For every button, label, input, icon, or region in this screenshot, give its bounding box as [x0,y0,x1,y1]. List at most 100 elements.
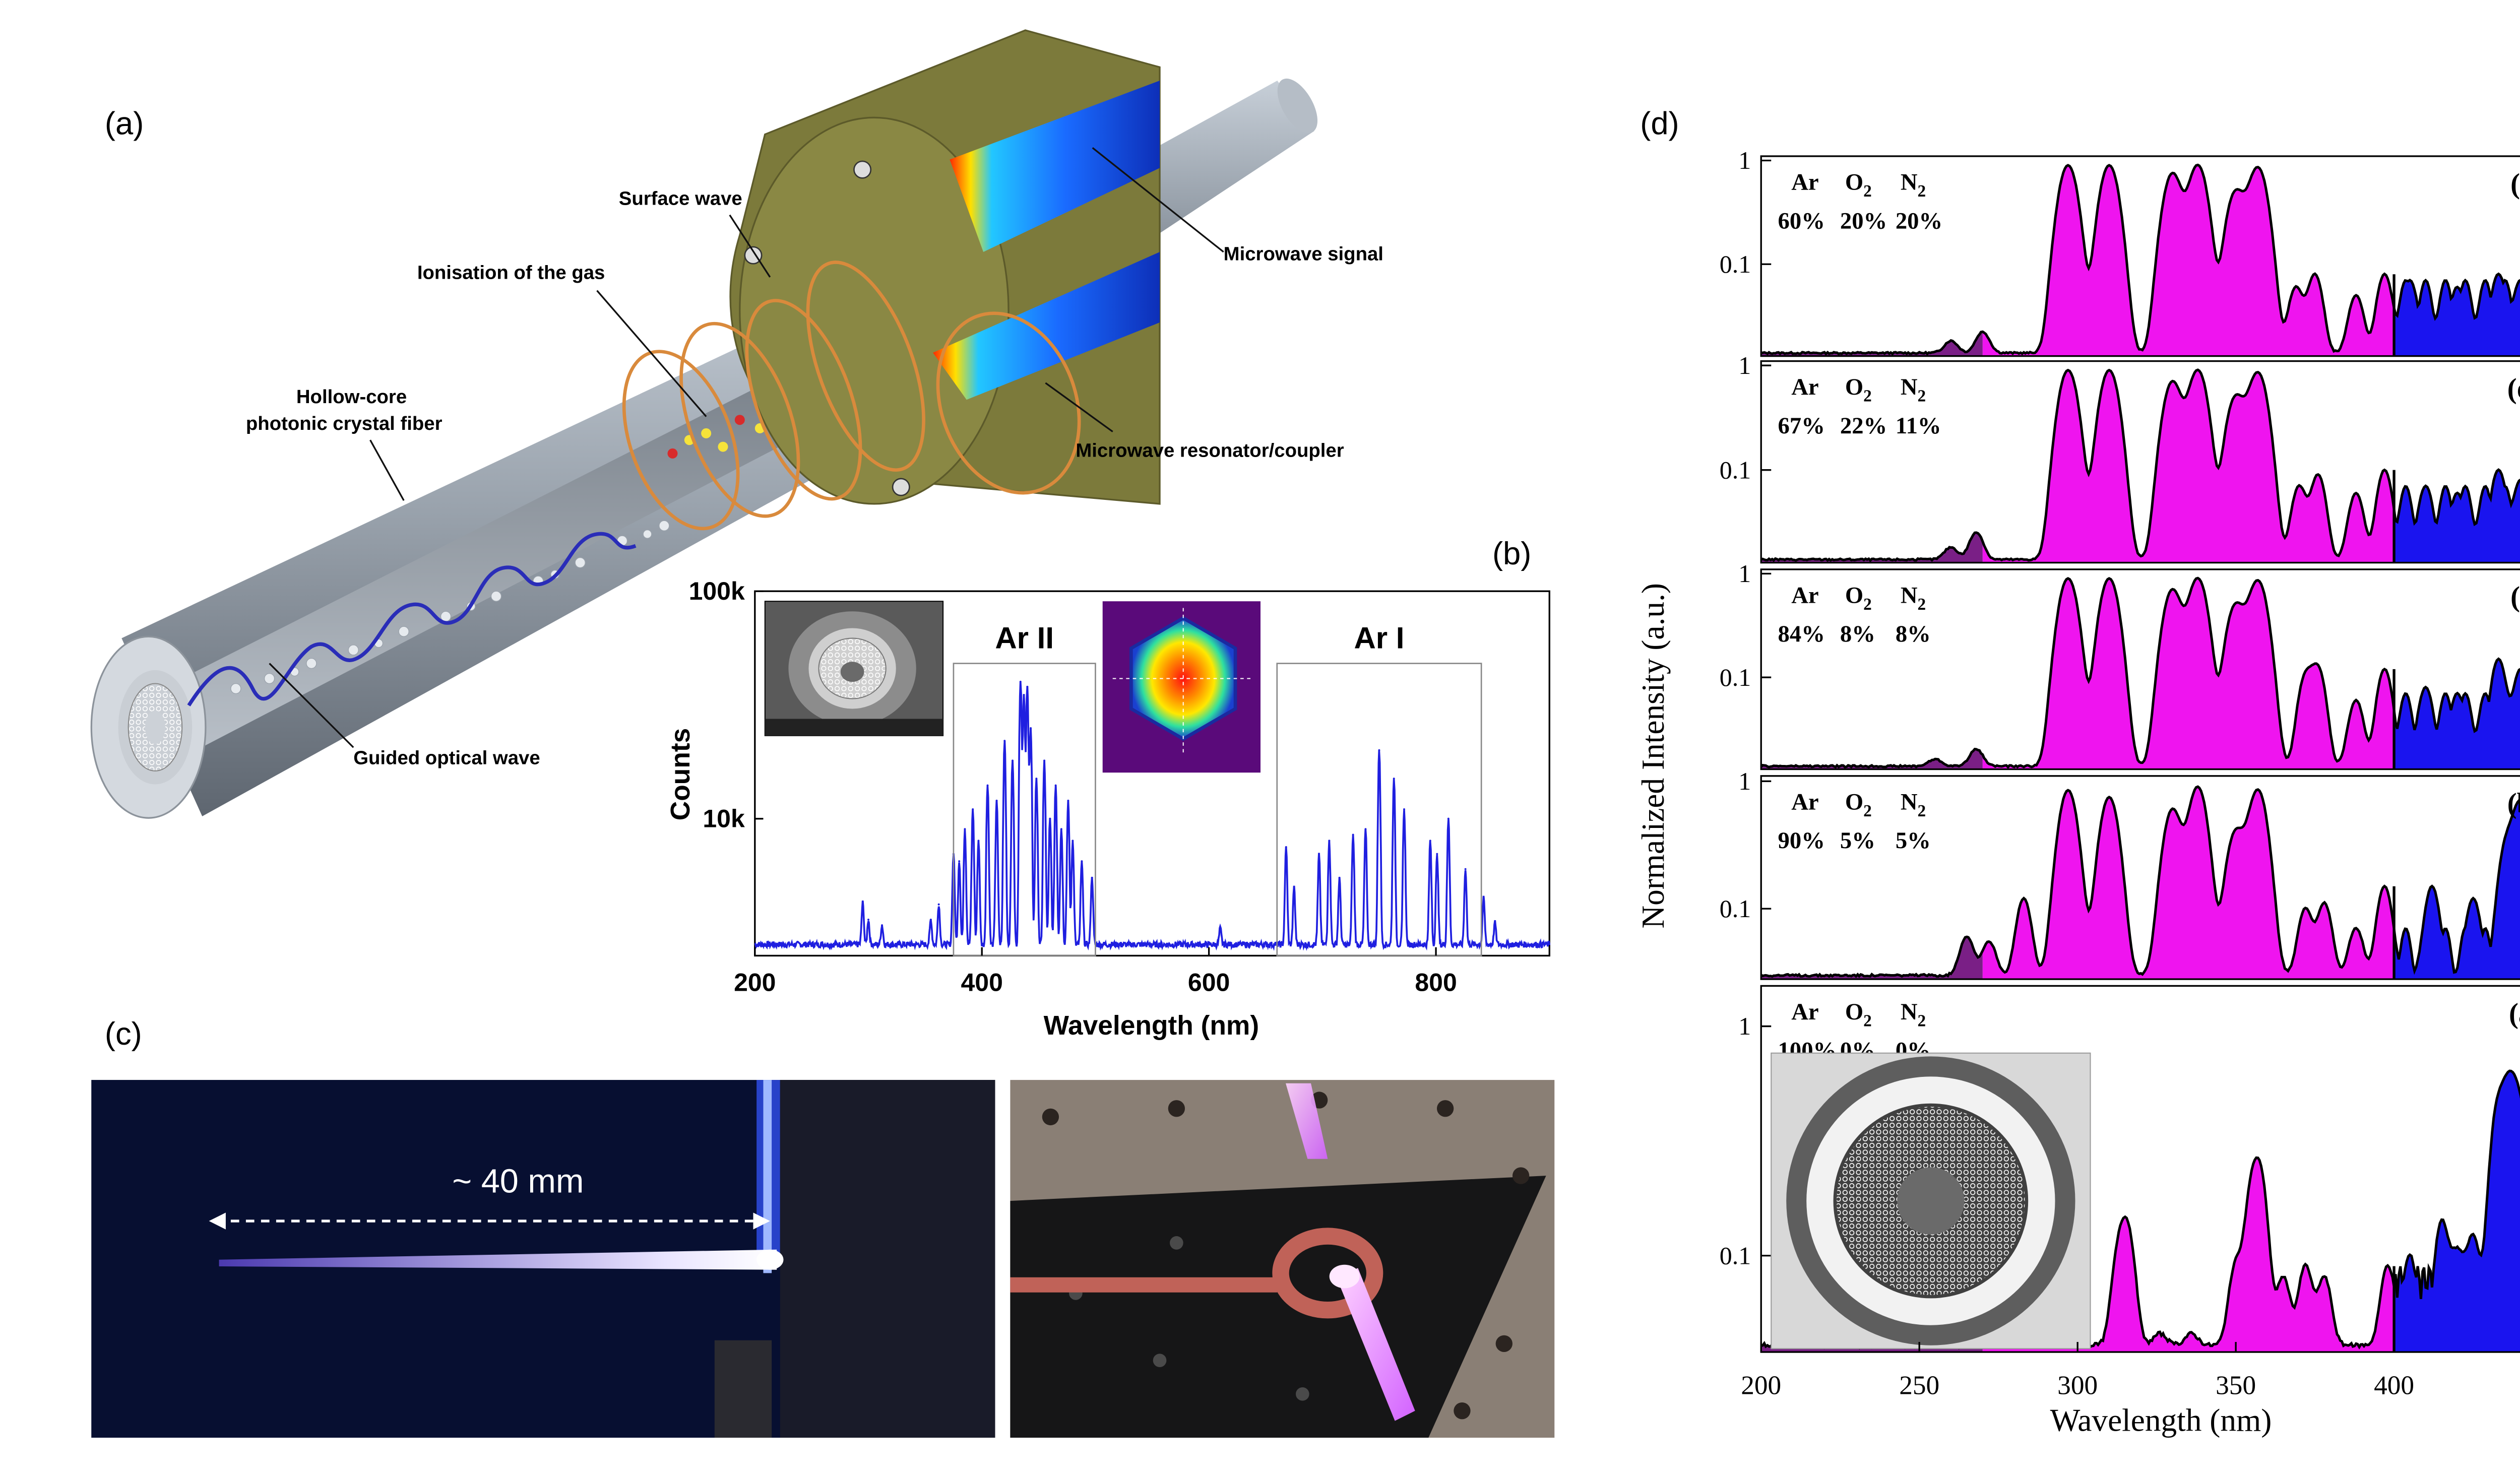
label-fiber-line2: photonic crystal fiber [246,413,443,434]
x-tick-label: 600 [1188,968,1230,996]
spectrum-peak-point [1293,886,1295,888]
spectrum-fill [1761,937,1983,980]
subpanel-label: (b) [2507,788,2520,819]
subpanel-frame [1760,155,2520,357]
spectrum-peak-point [1019,680,1022,683]
spectrum-peak-point [964,828,966,830]
screw-icon [853,160,872,179]
spectrum-peak-point [958,860,961,863]
spectrum-line [1760,163,2520,356]
subpanel-frame [1760,985,2520,1353]
gas-percent: 20% [1896,208,1942,234]
subpanel-label: (c) [2510,582,2520,613]
leader-line [269,663,354,748]
spectrum-fill [1761,749,1983,769]
chart-b-xlabel: Wavelength (nm) [1044,1011,1259,1041]
subpanel-label: (a) [2509,998,2520,1030]
y-tick-label: 0.1 [1720,663,1751,691]
gas-name: O2 [1845,583,1872,614]
gas-percent: 20% [1840,208,1887,234]
x-tick-label: 250 [1899,1370,1939,1400]
chart-d-xlabel: Wavelength (nm) [2050,1403,2272,1438]
spectrum-peak-point [1003,740,1006,742]
chart-b-ticks: 200 400 600 800 10k 100k [689,577,1457,997]
spectrum-peak-point [1352,833,1354,836]
gas-percent: 5% [1896,827,1931,854]
gas-name: O2 [1845,999,1872,1030]
photo-right [1010,1080,1555,1438]
gas-name: N2 [1901,999,1926,1030]
fiber-schematic: Surface wave Ionisation of the gas Hollo… [90,29,1383,819]
spectrum-peak-point [1338,876,1341,879]
gas-name: Ar [1791,374,1818,400]
spectrum-peak-point [1054,784,1057,787]
gas-name: Ar [1791,789,1818,815]
x-tick-label: 300 [2057,1370,2098,1400]
spectrum-peak-point [1049,817,1051,820]
arrow-head-right-icon [753,1212,770,1230]
gas-name: Ar [1791,999,1818,1025]
spectrum-peak-point [986,784,989,787]
spectrum-peak-point [1436,853,1438,855]
leader-line [369,439,405,501]
gas-percent: 5% [1840,827,1875,854]
chart-b-ylabel: Counts [666,728,696,821]
spectrum-peak-point [1219,927,1222,930]
spectrum-line [1760,368,2520,562]
spectrum-peak-point [1072,840,1074,842]
spectrum-peak-point [1023,694,1025,696]
screw-icon [892,478,910,496]
label-guided-wave: Guided optical wave [353,747,540,768]
photo-left: ~ 40 mm [91,1080,995,1438]
y-tick-label: 0.1 [1720,250,1751,278]
y-tick-label: 100k [689,577,745,605]
chart-d: 1 0.1 (e) Ar O2 N2 60% 20% 20% 1 0.1 (d) Ar O2 N2 67% 22… [1635,146,2520,1438]
subpanel-label: (e) [2510,168,2520,200]
gas-name: Ar [1791,169,1818,196]
region-box [1276,663,1482,956]
y-tick-label: 0.1 [1720,1241,1751,1269]
surface-wave [622,261,1081,531]
panel-label-a: (a) [105,106,144,142]
x-tick-label: 400 [961,968,1003,996]
gas-percent: 60% [1778,208,1825,234]
region-label: Ar II [995,621,1054,655]
arrow-head-left-icon [209,1212,226,1230]
chart-b-marks [754,680,1551,951]
label-fiber-line1: Hollow-core [296,386,407,408]
y-tick-label: 1 [1738,351,1751,379]
label-resonator: Microwave resonator/coupler [1076,440,1344,462]
spectrum-line [754,681,1551,951]
spectrum-peak-point [1393,778,1395,780]
spectrum-subpanel: 1 0.1 (c) Ar O2 N2 84% 8% 8% [1720,559,2520,770]
inset-fiber-image [1771,1052,2091,1350]
spectrum-line [1760,576,2520,769]
chart-d-xticks: 200250300350400450 [1741,1342,2414,1400]
spectrum-peak-point [1285,846,1287,849]
spectrum-peak-point [1403,808,1406,810]
y-tick-label: 0.1 [1720,894,1751,923]
spectrum-peak-point [1067,799,1069,802]
spectrum-peak-point [929,918,932,921]
gas-name: N2 [1901,789,1926,820]
gas-percent: 8% [1840,621,1875,647]
y-tick-label: 1 [1738,559,1751,588]
spectrum-fill [2394,659,2520,769]
leader-line [1045,382,1113,432]
spectrum-fill [2394,800,2520,980]
x-tick-label: 350 [2216,1370,2256,1400]
inset-mode-image [1102,601,1261,773]
subpanel-frame [1760,360,2520,564]
y-tick-label: 1 [1738,1012,1751,1040]
chart-b: Ar II Ar I Wavelength (nm) Counts 200 400 6… [666,577,1551,1041]
spectrum-fill [2394,1071,2520,1353]
label-surface-wave: Surface wave [619,188,742,210]
gas-name: N2 [1901,169,1926,201]
screw-icon [744,246,763,265]
gas-name: O2 [1845,374,1872,405]
gas-name: N2 [1901,583,1926,614]
gas-percent: 22% [1840,413,1887,439]
gas-name: Ar [1791,583,1818,609]
spectrum-peak-point [1318,853,1320,855]
leader-line [596,290,707,417]
